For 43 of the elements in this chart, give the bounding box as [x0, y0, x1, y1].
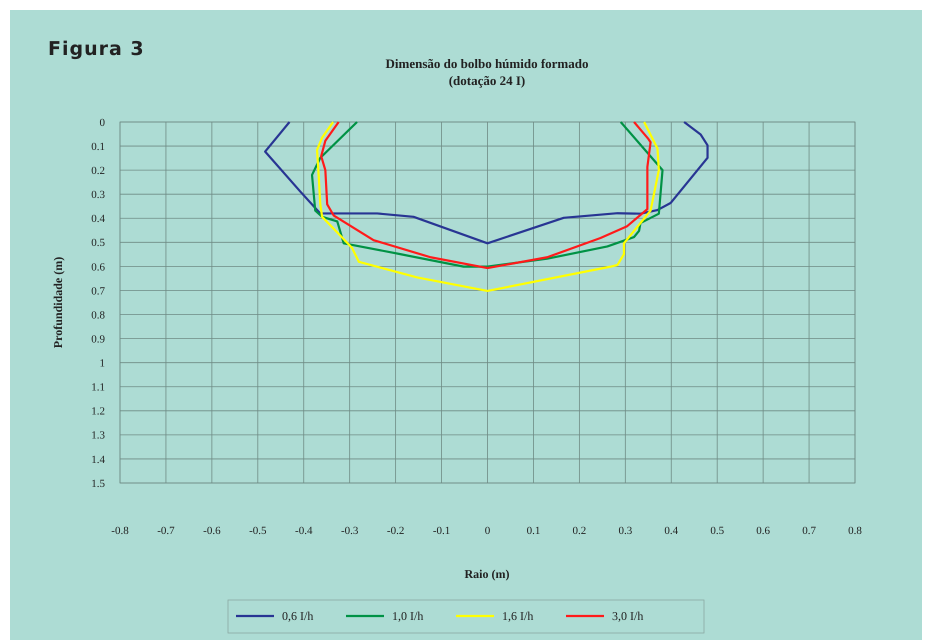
y-tick-label: 1.4 — [91, 454, 106, 466]
text: Figura 3 — [48, 38, 145, 60]
line-series — [316, 120, 660, 292]
chart-title: Dimensão do bolbo húmido formado (dotação 24 I) — [386, 56, 588, 88]
x-tick-label: -0.6 — [203, 525, 222, 537]
legend-label: 3,0 I/h — [612, 609, 644, 623]
x-tick-label: -0.1 — [432, 525, 450, 537]
y-tick-label: 0.1 — [91, 140, 105, 153]
x-tick-label: -0.5 — [249, 525, 268, 537]
x-tick-label: 0.8 — [848, 525, 862, 537]
y-tick-label: 0.3 — [91, 189, 106, 202]
x-tick-label: 0.7 — [802, 525, 816, 537]
y-tick-label: 0.8 — [91, 309, 106, 322]
x-tick-label: -0.4 — [295, 525, 313, 537]
y-tick-label: 1.1 — [91, 382, 105, 394]
x-tick-label: -0.2 — [386, 525, 404, 537]
x-tick-label: 0.3 — [618, 525, 633, 537]
y-tick-label: 0 — [100, 116, 106, 129]
y-tick-label: 0.6 — [91, 261, 106, 274]
y-tick-label: 0.2 — [91, 164, 105, 177]
legend-label: 1,0 I/h — [392, 609, 424, 623]
legend-label: 0,6 I/h — [282, 609, 314, 623]
y-tick-label: 1.5 — [91, 478, 106, 490]
y-axis-title: Profundidade (m) — [51, 256, 65, 348]
x-tick-label: -0.7 — [157, 525, 176, 537]
y-tick-label: 0.4 — [91, 213, 106, 226]
y-tick-label: 1 — [100, 358, 105, 370]
x-tick-label: 0.2 — [572, 525, 586, 537]
x-tick-label: -0.8 — [111, 525, 130, 537]
y-tick-label: 1.2 — [91, 406, 105, 418]
x-tick-label: -0.3 — [340, 525, 359, 537]
y-tick-label: 0.7 — [91, 285, 106, 298]
y-tick-label: 0.5 — [91, 237, 106, 250]
y-tick-label: 0.9 — [91, 333, 106, 346]
line-series — [264, 120, 709, 244]
x-tick-label: 0.6 — [756, 525, 770, 537]
x-tick-label: 0 — [484, 525, 491, 537]
legend-label: 1,6 I/h — [502, 609, 534, 623]
x-tick-label: 0.1 — [526, 525, 540, 537]
y-tick-label: 1.3 — [91, 430, 106, 442]
x-tick-label: 0.4 — [664, 525, 679, 537]
x-tick-label: 0.5 — [710, 525, 725, 537]
x-axis-title: Raio (m) — [464, 567, 510, 581]
